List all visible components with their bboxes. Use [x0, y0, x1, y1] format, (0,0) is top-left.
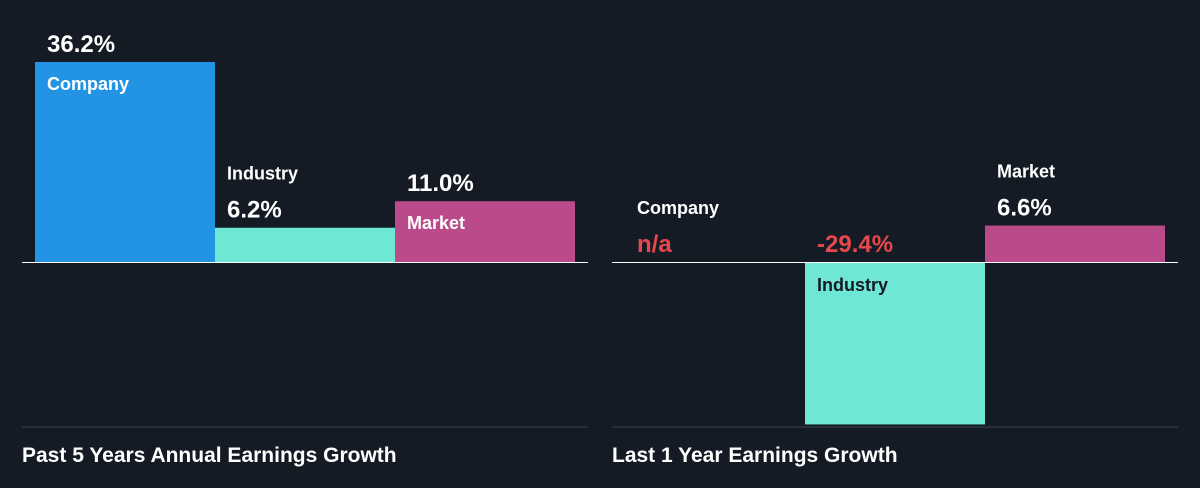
- value-label-industry: -29.4%: [817, 231, 893, 258]
- chart-title-5y: Past 5 Years Annual Earnings Growth: [22, 444, 397, 467]
- value-label-market: 11.0%: [407, 170, 474, 197]
- value-label-company: 36.2%: [47, 31, 115, 58]
- category-label-market: Market: [407, 213, 465, 233]
- category-label-company: Company: [47, 74, 129, 94]
- category-label-industry: Industry: [227, 164, 298, 184]
- bar-industry: [805, 262, 985, 425]
- bar-company: [35, 62, 215, 262]
- bar-industry: [215, 227, 395, 262]
- value-label-industry: 6.2%: [227, 197, 282, 224]
- bar-market: [395, 201, 575, 262]
- chart-panel-5y: 36.2% Company Industry 6.2% 11.0% Market Past…: [22, 0, 588, 488]
- chart-title-1y: Last 1 Year Earnings Growth: [612, 444, 898, 467]
- category-label-industry: Industry: [817, 275, 888, 295]
- bar-market: [985, 225, 1165, 262]
- category-label-company: Company: [637, 198, 719, 218]
- chart-panel-1y: Company n/a -29.4% Industry Market 6.6% Last …: [612, 0, 1178, 488]
- value-label-market: 6.6%: [997, 195, 1052, 222]
- value-label-company: n/a: [637, 231, 672, 258]
- chart-5y-plot: 36.2% Company Industry 6.2% 11.0% Market: [22, 31, 588, 428]
- category-label-market: Market: [997, 162, 1055, 182]
- chart-1y-plot: Company n/a -29.4% Industry Market 6.6%: [612, 162, 1178, 428]
